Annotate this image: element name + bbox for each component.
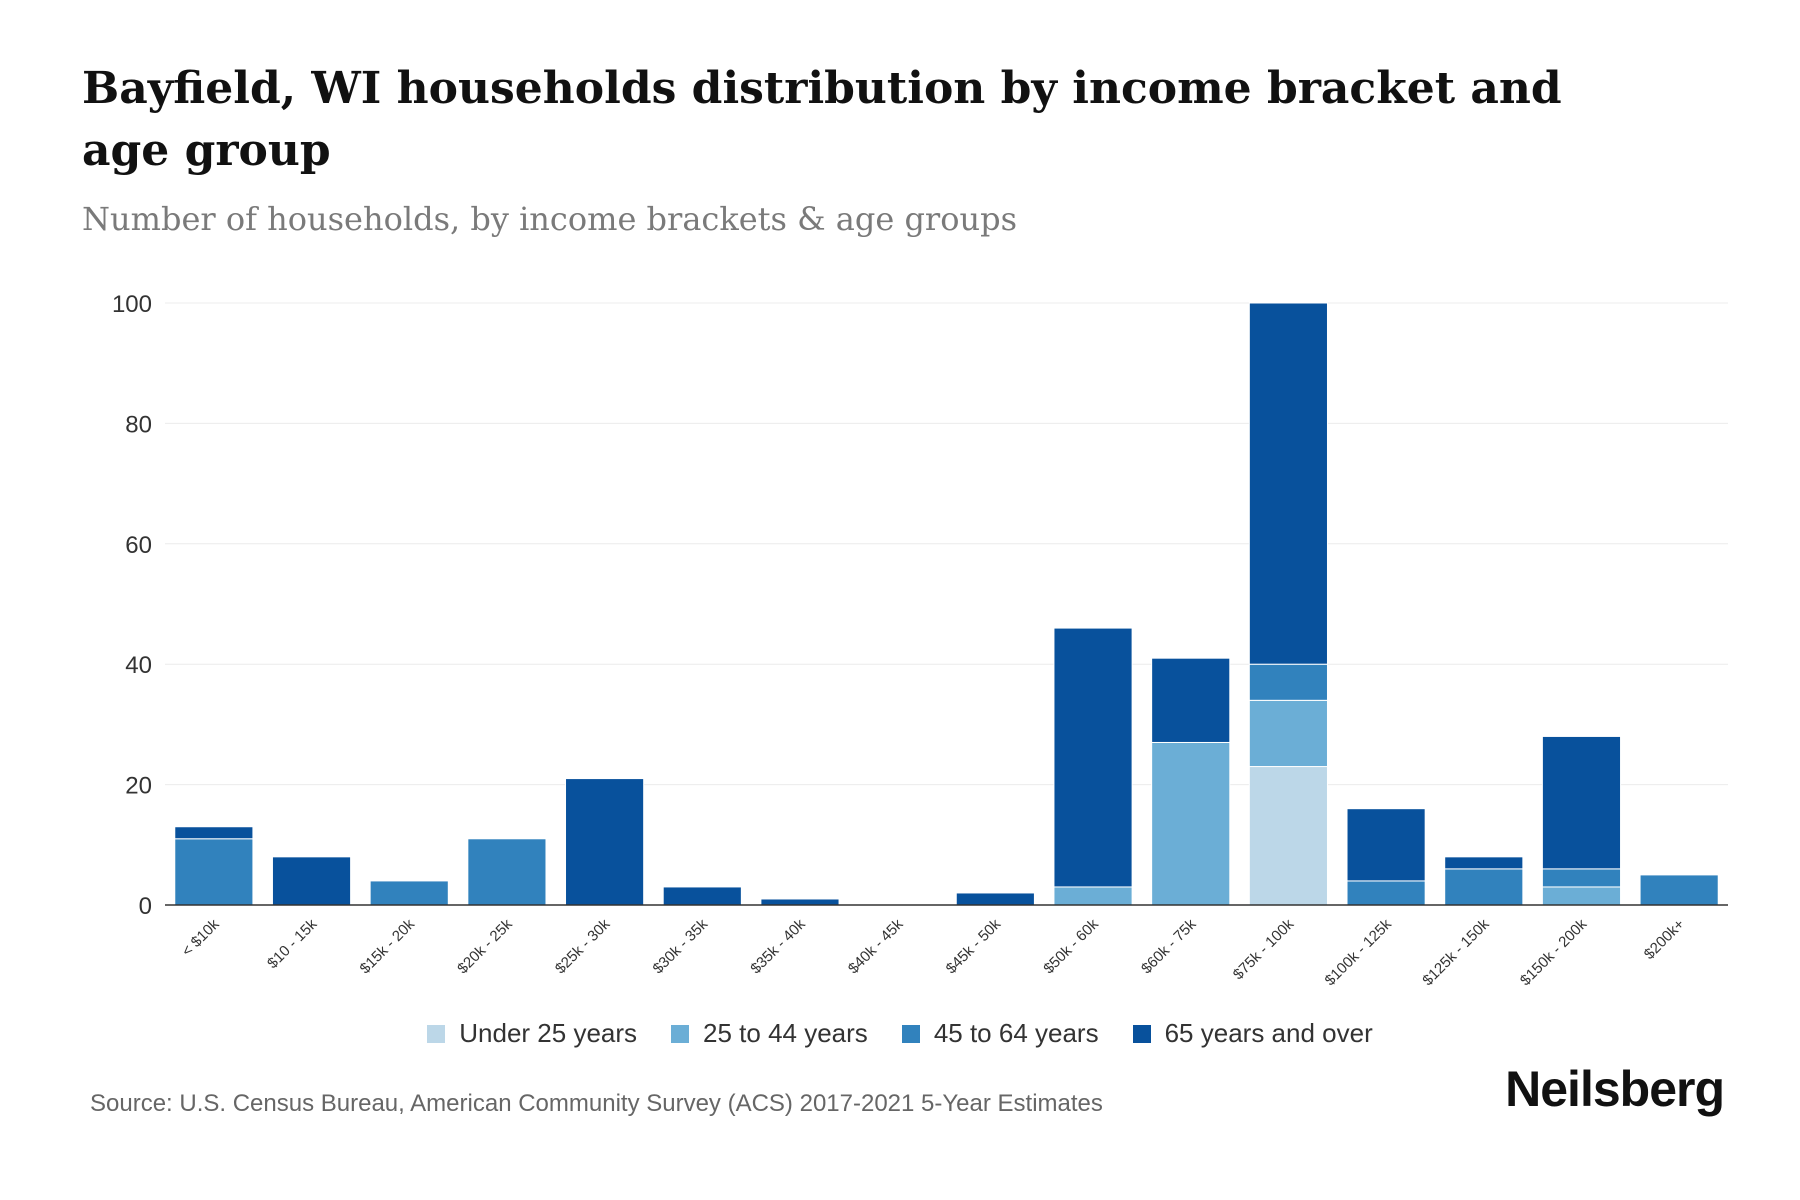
x-tick-label: $20k - 25k	[454, 915, 516, 977]
legend-label: 25 to 44 years	[703, 1018, 868, 1048]
bar-segment[interactable]	[1346, 808, 1426, 882]
bar-segment[interactable]	[1053, 627, 1133, 888]
x-tick-label: $150k - 200k	[1517, 915, 1591, 989]
y-tick-label: 60	[125, 532, 152, 559]
bar-segment[interactable]	[271, 856, 352, 906]
x-tick-label: $200k+	[1641, 916, 1688, 963]
legend-label: Under 25 years	[459, 1018, 638, 1048]
bars	[174, 302, 1719, 906]
bar-segment[interactable]	[174, 838, 254, 906]
bar-segment[interactable]	[760, 898, 840, 906]
legend-item-25-44[interactable]: 25 to 44 years	[671, 1018, 868, 1049]
bar-segment[interactable]	[1248, 302, 1328, 665]
chart-subtitle: Number of households, by income brackets…	[82, 200, 1017, 238]
legend: Under 25 years 25 to 44 years 45 to 64 y…	[0, 1018, 1800, 1049]
x-tick-label: $100k - 125k	[1322, 915, 1396, 989]
bar-segment[interactable]	[662, 886, 742, 906]
bar-segment[interactable]	[1151, 741, 1231, 906]
bar-segment[interactable]	[1346, 880, 1426, 906]
bar-segment[interactable]	[467, 838, 547, 906]
bar-segment[interactable]	[369, 880, 449, 906]
bar-segment[interactable]	[1248, 766, 1328, 906]
legend-swatch	[901, 1024, 920, 1043]
legend-swatch	[427, 1024, 446, 1043]
x-tick-label: $30k - 35k	[650, 915, 712, 977]
x-axis: < $10k $10 - 15k $15k - 20k $20k - 25k $25k …	[165, 904, 1728, 989]
bar-segment[interactable]	[1053, 886, 1133, 906]
x-tick-label: $125k - 150k	[1419, 915, 1493, 989]
x-tick-label: $10 - 15k	[264, 915, 321, 972]
y-tick-label: 80	[125, 411, 152, 438]
chart-title: Bayfield, WI households distribution by …	[82, 63, 1562, 176]
y-axis: 0 20 40 60 80 100	[112, 291, 152, 920]
legend-swatch	[1132, 1024, 1151, 1043]
x-tick-label: $50k - 60k	[1040, 915, 1102, 977]
legend-item-45-64[interactable]: 45 to 64 years	[901, 1018, 1099, 1049]
x-tick-label: $25k - 30k	[552, 915, 614, 977]
y-tick-label: 0	[139, 893, 152, 920]
bar-segment[interactable]	[565, 778, 645, 906]
bar-segment[interactable]	[174, 826, 254, 840]
x-tick-label: $15k - 20k	[356, 915, 418, 977]
bar-segment[interactable]	[1541, 868, 1622, 888]
legend-item-65-over[interactable]: 65 years and over	[1132, 1018, 1373, 1049]
x-tick-label: $40k - 45k	[845, 915, 907, 977]
bar-segment[interactable]	[1248, 699, 1328, 768]
bar-segment[interactable]	[1444, 868, 1524, 906]
legend-swatch	[671, 1024, 690, 1043]
bar-segment[interactable]	[1444, 856, 1524, 870]
source-note: Source: U.S. Census Bureau, American Com…	[90, 1090, 1103, 1117]
legend-item-under-25[interactable]: Under 25 years	[427, 1018, 637, 1049]
y-tick-label: 20	[125, 773, 152, 800]
legend-label: 45 to 64 years	[933, 1018, 1099, 1048]
bar-segment[interactable]	[1639, 874, 1719, 906]
legend-label: 65 years and over	[1164, 1018, 1373, 1048]
x-tick-label: $75k - 100k	[1230, 915, 1298, 983]
bar-segment[interactable]	[1151, 657, 1231, 743]
bar-segment[interactable]	[1541, 886, 1622, 906]
x-tick-label: $60k - 75k	[1138, 915, 1200, 977]
gridlines	[165, 302, 1728, 786]
bar-segment[interactable]	[1541, 735, 1622, 870]
x-tick-label: $35k - 40k	[747, 915, 809, 977]
stacked-bar-chart: 0 20 40 60 80 100 < $10k $10 - 15k $15k - 20k $2…	[112, 291, 1728, 989]
y-tick-label: 40	[125, 652, 152, 679]
x-tick-label: $45k - 50k	[943, 915, 1005, 977]
bar-segment[interactable]	[1248, 663, 1328, 701]
bar-segment[interactable]	[955, 892, 1035, 906]
y-tick-label: 100	[112, 291, 152, 318]
x-tick-label: < $10k	[179, 915, 224, 960]
brand-logo: Neilsberg	[1505, 1061, 1725, 1117]
